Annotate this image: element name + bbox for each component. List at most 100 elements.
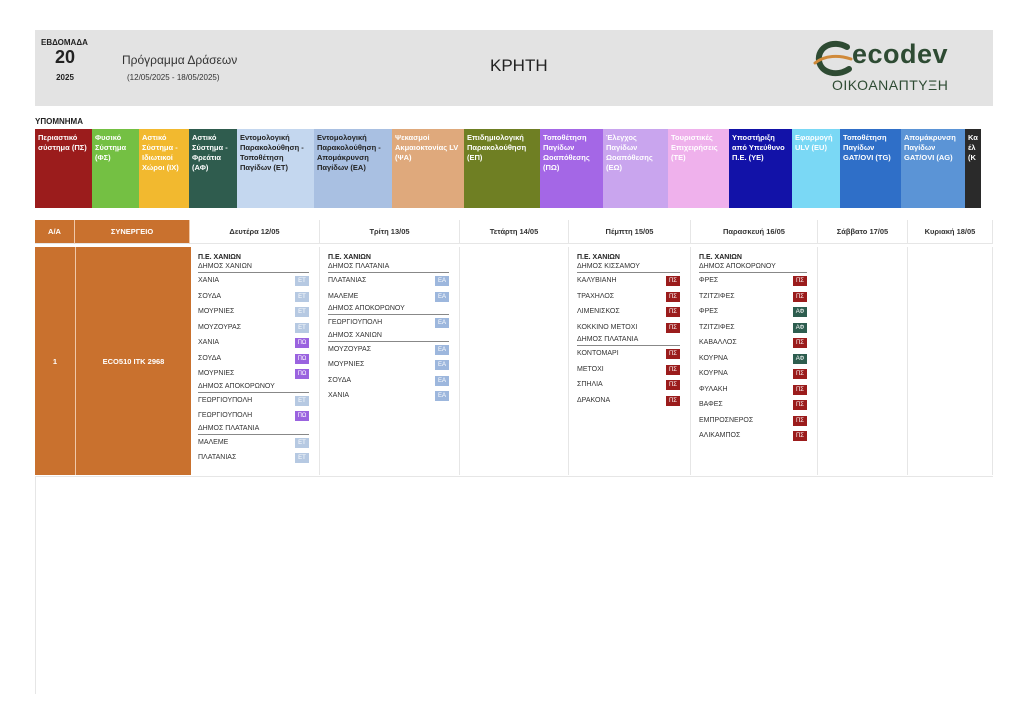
action-code-badge: ΕΤ [295,322,309,333]
prefecture-label: Π.Ε. ΧΑΝΙΩΝ [328,254,371,261]
legend-item: Φυσικό Σύστημα (ΦΣ) [92,129,139,208]
location-row: ΣΠΗΛΙΑ ΠΣ [577,377,680,393]
location-name: ΚΑΒΑΛΛΟΣ [699,339,737,346]
location-row: ΠΛΑΤΑΝΙΑΣ ΕΑ [328,273,449,289]
location-row: ΔΡΑΚΟΝΑ ΠΣ [577,393,680,409]
location-name: ΓΕΩΡΓΙΟΥΠΟΛΗ [198,396,253,404]
action-code-badge: ΠΣ [666,322,680,333]
location-row: ΜΟΥΖΟΥΡΑΣ ΕΑ [328,342,449,358]
day-header: Δευτέρα 12/05 [190,220,320,244]
location-row: ΚΟΥΡΝΑ ΠΣ [699,366,807,382]
action-code-badge: ΠΩ [295,353,309,364]
location-name: ΤΖΙΤΖΙΦΕΣ [699,323,735,331]
ecodev-logo-icon [813,40,853,77]
location-row: ΤΖΙΤΖΙΦΕΣ ΑΦ [699,320,807,336]
location-name: ΤΡΑΧΗΛΟΣ [577,292,615,300]
action-code-badge: ΠΩ [295,411,309,421]
location-name: ΜΕΤΟΧΙ [577,365,604,373]
legend-item: Ψεκασμοί Ακμαιοκτονίας LV (ΨΑ) [392,129,464,208]
page-header: ΕΒΔΟΜΑΔΑ 20 2025 Πρόγραμμα Δράσεων (12/0… [35,30,993,106]
location-row: ΛΙΜΕΝΙΣΚΟΣ ΠΣ [577,304,680,320]
legend-item: Απομάκρυνση Παγίδων GAT/OVI (AG) [901,129,965,208]
municipality-label: ΔΗΜΟΣ ΧΑΝΙΩΝ [328,331,449,342]
location-name: ΚΟΥΡΝΑ [699,354,728,362]
action-code-badge: ΕΑ [435,291,449,302]
location-name: ΜΟΥΖΟΥΡΑΣ [328,345,372,353]
location-row: ΣΟΥΔΑ ΠΩ [198,351,309,367]
legend-item: Υποστήριξη από Υπεύθυνο Π.Ε. (ΥΕ) [729,129,792,208]
action-code-badge: ΠΣ [666,349,680,359]
location-name: ΑΛΙΚΑΜΠΟΣ [699,432,741,439]
location-row: ΜΟΥΡΝΙΕΣ ΠΩ [198,366,309,382]
location-row: ΜΟΥΡΝΙΕΣ ΕΤ [198,304,309,320]
action-code-badge: ΑΦ [793,307,807,317]
location-name: ΣΟΥΔΑ [198,292,222,300]
location-row: ΦΥΛΑΚΗ ΠΣ [699,382,807,398]
location-row: ΧΑΝΙΑ ΕΑ [328,388,449,404]
action-code-badge: ΕΤ [295,437,309,448]
location-row: ΚΟΝΤΟΜΑΡΙ ΠΣ [577,346,680,362]
prefecture-label: Π.Ε. ΧΑΝΙΩΝ [577,254,620,261]
location-name: ΚΑΛΥΒΙΑΝΗ [577,277,617,284]
municipality-label: ΔΗΜΟΣ ΚΙΣΣΑΜΟΥ [577,262,680,273]
location-row: ΣΟΥΔΑ ΕΤ [198,289,309,305]
action-code-badge: ΕΑ [435,344,449,355]
legend-item: Αστικό Σύστημα - Φρεάτια (ΑΦ) [189,129,237,208]
action-code-badge: ΠΣ [793,291,807,302]
legend-item: Αστικό Σύστημα - Ιδιωτικοί Χώροι (ΙΧ) [139,129,189,208]
location-name: ΜΟΥΡΝΙΕΣ [198,308,235,315]
action-code-badge: ΠΩ [295,338,309,348]
day-cell: Π.Ε. ΧΑΝΙΩΝ ΔΗΜΟΣ ΠΛΑΤΑΝΙΑ ΠΛΑΤΑΝΙΑΣ ΕΑ ΜΑΛΕ… [320,247,460,475]
municipality-label: ΔΗΜΟΣ ΠΛΑΤΑΝΙΑ [577,335,680,346]
location-row: ΣΟΥΔΑ ΕΑ [328,373,449,389]
location-row: ΒΑΦΕΣ ΠΣ [699,397,807,413]
action-code-badge: ΕΑ [435,360,449,370]
action-code-badge: ΕΑ [435,391,449,401]
location-name: ΚΟΥΡΝΑ [699,370,728,377]
location-row: ΧΑΝΙΑ ΕΤ [198,273,309,289]
location-name: ΛΙΜΕΝΙΣΚΟΣ [577,308,620,315]
location-name: ΜΟΥΡΝΙΕΣ [328,361,365,368]
location-name: ΧΑΝΙΑ [328,392,350,399]
program-title: Πρόγραμμα Δράσεων [122,53,238,67]
location-name: ΦΡΕΣ [699,308,719,315]
week-label: ΕΒΔΟΜΑΔΑ [41,38,88,47]
location-row: ΑΛΙΚΑΜΠΟΣ ΠΣ [699,428,807,444]
location-name: ΜΟΥΡΝΙΕΣ [198,370,235,377]
location-row: ΜΟΥΖΟΥΡΑΣ ΕΤ [198,320,309,336]
legend: Περιαστικό σύστημα (ΠΣ) Φυσικό Σύστημα (Φ… [35,129,993,208]
logo-subtitle: ΟΙΚΟΑΝΑΠΤΥΞΗ [832,77,949,93]
action-code-badge: ΠΣ [793,400,807,410]
location-row: ΚΑΒΑΛΛΟΣ ΠΣ [699,335,807,351]
location-name: ΔΡΑΚΟΝΑ [577,396,611,404]
day-cell [818,247,908,475]
municipality-label: ΔΗΜΟΣ ΠΛΑΤΑΝΙΑ [328,262,449,273]
location-name: ΜΟΥΖΟΥΡΑΣ [198,323,242,331]
location-name: ΚΟΚΚΙΝΟ ΜΕΤΟΧΙ [577,323,638,331]
legend-item: Τουριστικές Επιχειρήσεις (ΤΕ) [668,129,729,208]
location-row: ΚΟΥΡΝΑ ΑΦ [699,351,807,367]
row-synergeio: ECO510 ΙΤΚ 2968 [75,247,191,475]
grid-bottom-border [35,476,993,477]
prefecture-label: Π.Ε. ΧΑΝΙΩΝ [699,254,742,261]
location-name: ΦΡΕΣ [699,277,719,284]
logo-text: ecodev [852,39,949,69]
location-name: ΦΥΛΑΚΗ [699,385,728,393]
day-cell [908,247,993,475]
action-code-badge: ΕΑ [435,318,449,328]
legend-item: Κα έλ (Κ [965,129,981,208]
location-name: ΜΑΛΕΜΕ [198,438,229,446]
location-row: ΤΖΙΤΖΙΦΕΣ ΠΣ [699,289,807,305]
day-cell: Π.Ε. ΧΑΝΙΩΝ ΔΗΜΟΣ ΚΙΣΣΑΜΟΥ ΚΑΛΥΒΙΑΝΗ ΠΣ ΤΡΑΧ… [569,247,691,475]
municipality-label: ΔΗΜΟΣ ΑΠΟΚΟΡΩΝΟΥ [699,262,807,273]
location-row: ΤΡΑΧΗΛΟΣ ΠΣ [577,289,680,305]
municipality-label: ΔΗΜΟΣ ΧΑΝΙΩΝ [198,262,309,273]
week-year: 2025 [56,73,74,82]
location-row: ΓΕΩΡΓΙΟΥΠΟΛΗ ΕΤ [198,393,309,409]
day-cell: Π.Ε. ΧΑΝΙΩΝ ΔΗΜΟΣ ΑΠΟΚΟΡΩΝΟΥ ΦΡΕΣ ΠΣ ΤΖΙΤΖΙΦ… [691,247,818,475]
action-code-badge: ΠΣ [793,338,807,348]
location-row: ΠΛΑΤΑΝΙΑΣ ΕΤ [198,450,309,466]
program-dates: (12/05/2025 - 18/05/2025) [127,73,220,82]
municipality-label: ΔΗΜΟΣ ΑΠΟΚΟΡΩΝΟΥ [328,304,449,315]
legend-title: ΥΠΟΜΝΗΜΑ [35,117,83,126]
